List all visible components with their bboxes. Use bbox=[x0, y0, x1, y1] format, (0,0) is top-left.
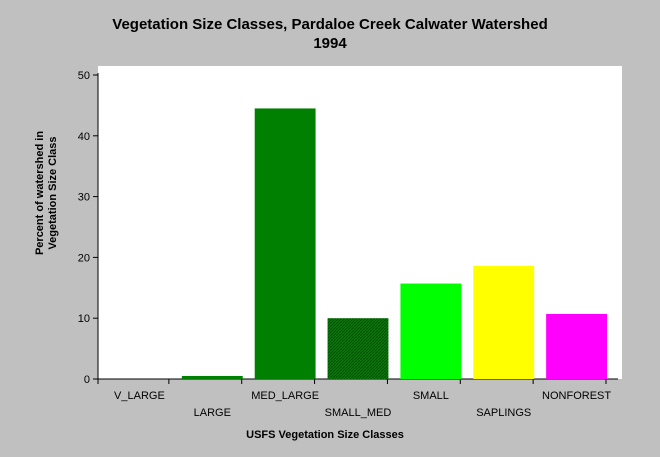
bar-saplings bbox=[473, 265, 535, 379]
x-tick-label: V_LARGE bbox=[114, 390, 165, 402]
x-tick-label: LARGE bbox=[194, 407, 231, 419]
chart-subtitle-year: 1994 bbox=[313, 35, 347, 52]
x-axis-label: USFS Vegetation Size Classes bbox=[246, 429, 404, 441]
bar-med_large bbox=[254, 108, 316, 379]
x-tick-label: NONFOREST bbox=[542, 390, 611, 402]
chart-title: Vegetation Size Classes, Pardaloe Creek … bbox=[112, 16, 548, 33]
y-tick-label: 40 bbox=[78, 131, 90, 143]
x-tick-label: SAPLINGS bbox=[476, 407, 531, 419]
bar-small_med bbox=[327, 318, 389, 379]
y-tick-label: 50 bbox=[78, 70, 90, 82]
x-tick-label: MED_LARGE bbox=[251, 390, 319, 402]
y-tick-label: 30 bbox=[78, 192, 90, 204]
bar-small bbox=[400, 283, 462, 379]
x-tick-label: SMALL_MED bbox=[325, 407, 392, 419]
x-tick-label: SMALL bbox=[413, 390, 449, 402]
y-tick-label: 0 bbox=[84, 374, 90, 386]
y-tick-label: 10 bbox=[78, 313, 90, 325]
y-tick-label: 20 bbox=[78, 252, 90, 264]
bar-nonforest bbox=[546, 313, 607, 379]
bar-large bbox=[181, 375, 243, 379]
